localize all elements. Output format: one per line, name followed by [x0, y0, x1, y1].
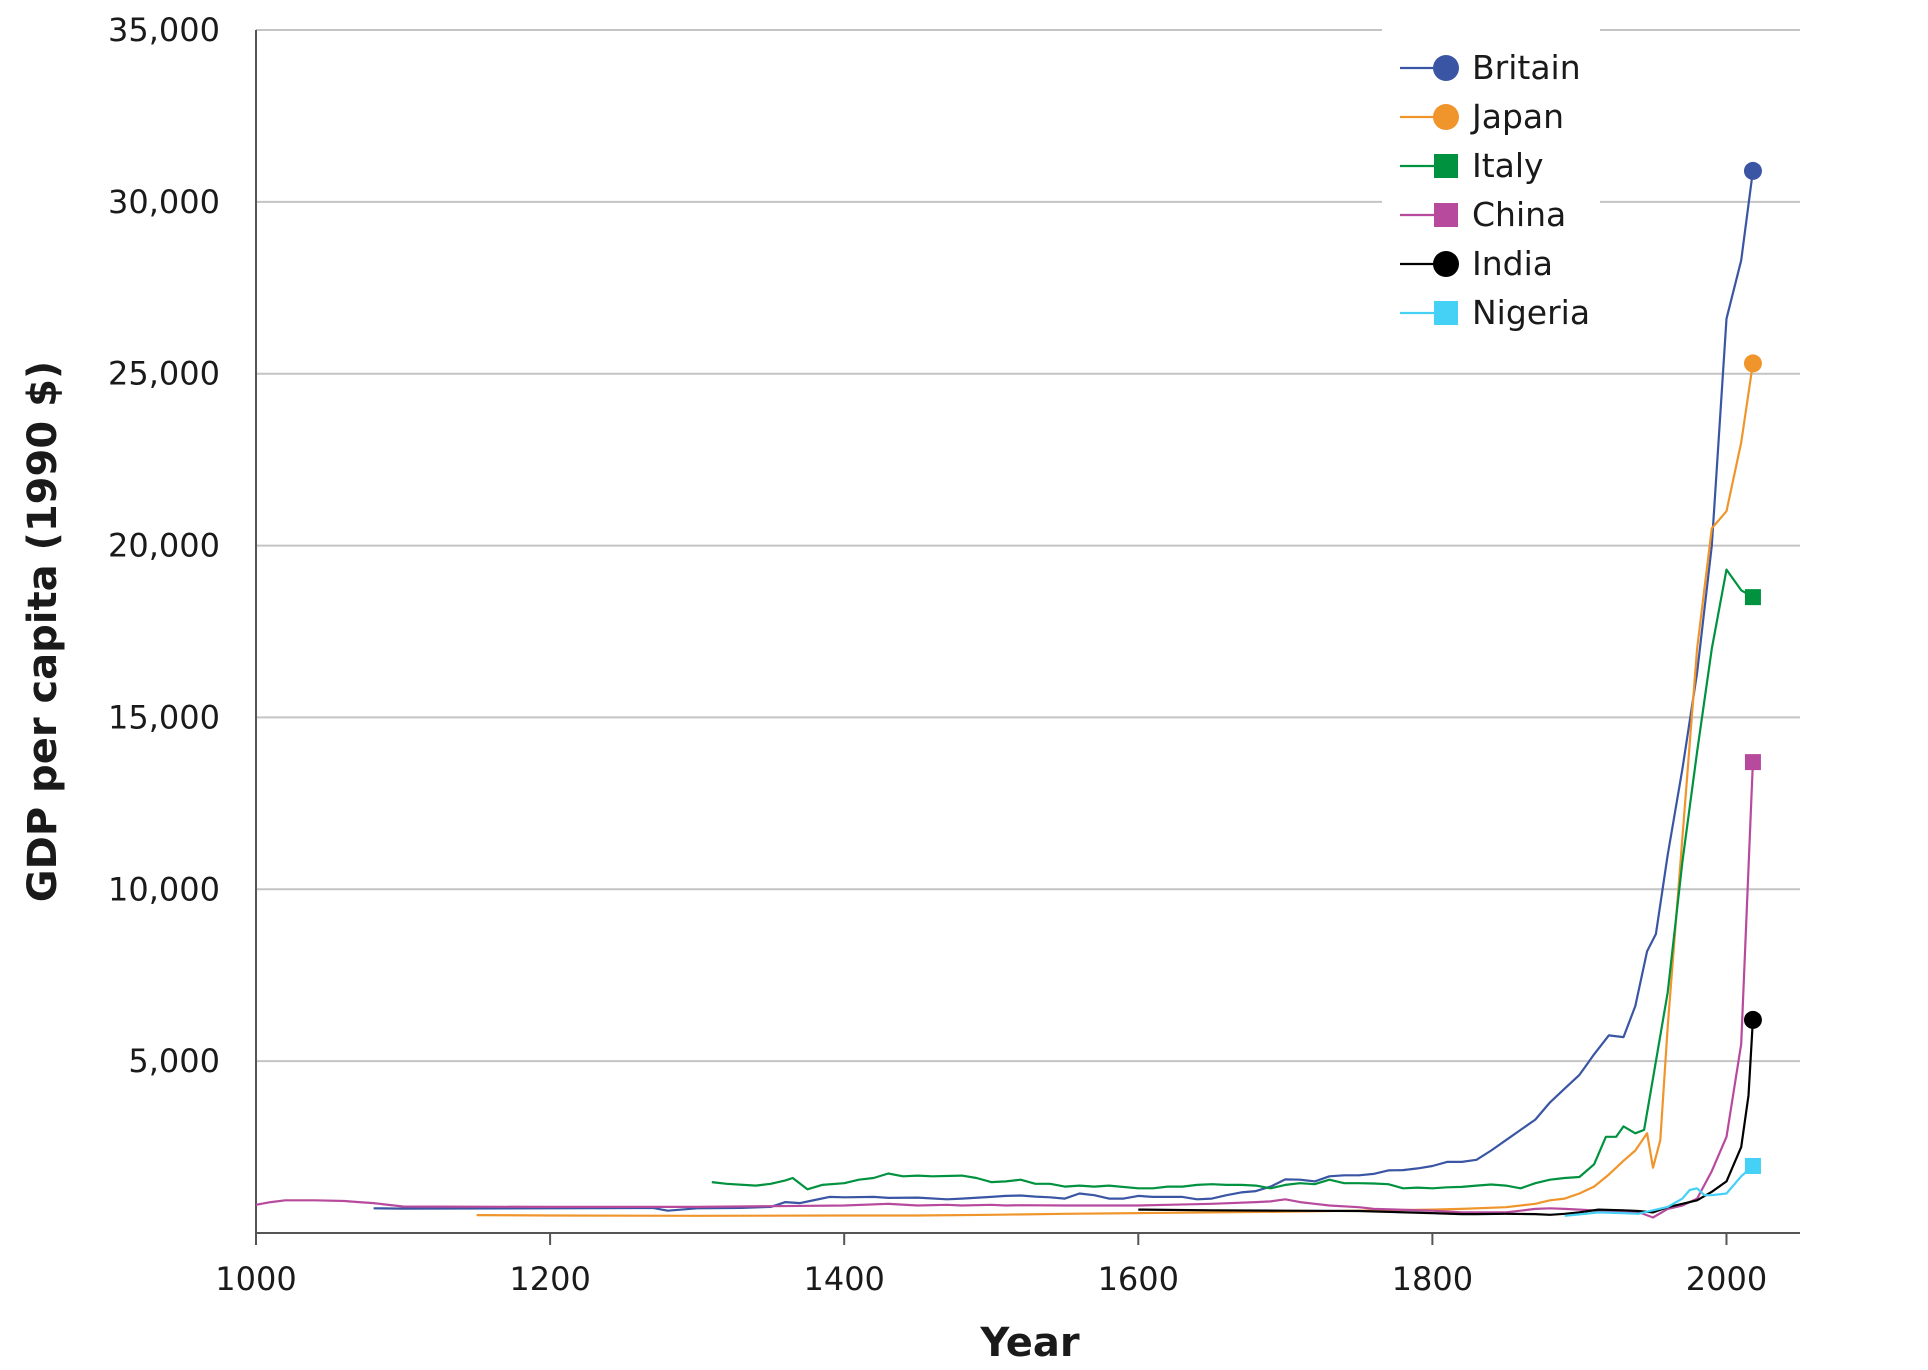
- end-marker-nigeria: [1744, 1157, 1761, 1174]
- legend-label-india: India: [1472, 244, 1553, 283]
- x-tick-label: 1200: [509, 1260, 590, 1298]
- end-marker-italy: [1744, 589, 1761, 606]
- legend-marker-china: [1434, 203, 1458, 227]
- y-tick-label: 10,000: [108, 870, 220, 908]
- y-tick-label: 20,000: [108, 527, 220, 565]
- series-line-india: [1138, 1019, 1754, 1216]
- y-tick-label: 35,000: [108, 11, 220, 49]
- series-end-markers: [1743, 161, 1762, 1174]
- legend-marker-nigeria: [1434, 301, 1458, 325]
- x-tick-label: 1600: [1098, 1260, 1179, 1298]
- legend-background: [1382, 28, 1600, 342]
- y-axis-title: GDP per capita (1990 $): [20, 361, 66, 902]
- y-tick-label: 25,000: [108, 355, 220, 393]
- gridlines: [256, 29, 1800, 1063]
- legend-marker-italy: [1434, 154, 1458, 178]
- x-axis-title: Year: [979, 1320, 1079, 1366]
- series-lines: [255, 170, 1754, 1219]
- legend-label-japan: Japan: [1470, 97, 1564, 136]
- end-marker-japan: [1743, 354, 1762, 373]
- legend-label-italy: Italy: [1472, 146, 1544, 185]
- legend-marker-japan: [1433, 104, 1459, 130]
- legend: Britain Japan Italy China India Nigeria: [1400, 48, 1590, 332]
- legend-label-china: China: [1472, 195, 1566, 234]
- x-tick-labels: 1000 1200 1400 1600 1800 2000: [215, 1233, 1767, 1298]
- legend-label-nigeria: Nigeria: [1472, 293, 1590, 332]
- x-tick-label: 1400: [803, 1260, 884, 1298]
- y-tick-label: 30,000: [108, 183, 220, 221]
- x-tick-label: 1800: [1392, 1260, 1473, 1298]
- end-marker-india: [1743, 1010, 1762, 1029]
- y-tick-label: 15,000: [108, 698, 220, 736]
- x-tick-label: 1000: [215, 1260, 296, 1298]
- legend-marker-britain: [1433, 55, 1459, 81]
- legend-label-britain: Britain: [1472, 48, 1581, 87]
- series-line-britain: [373, 170, 1754, 1212]
- end-marker-china: [1744, 754, 1761, 771]
- x-tick-label: 2000: [1686, 1260, 1767, 1298]
- legend-marker-india: [1433, 251, 1459, 277]
- series-line-japan: [476, 363, 1754, 1217]
- y-tick-label: 5,000: [128, 1042, 220, 1080]
- series-line-china: [255, 762, 1754, 1219]
- end-marker-britain: [1743, 161, 1762, 180]
- series-line-italy: [711, 568, 1754, 1191]
- y-tick-labels: 5,000 10,000 15,000 20,000 25,000 30,000 35,00…: [108, 11, 220, 1080]
- series-line-nigeria: [1564, 1165, 1754, 1217]
